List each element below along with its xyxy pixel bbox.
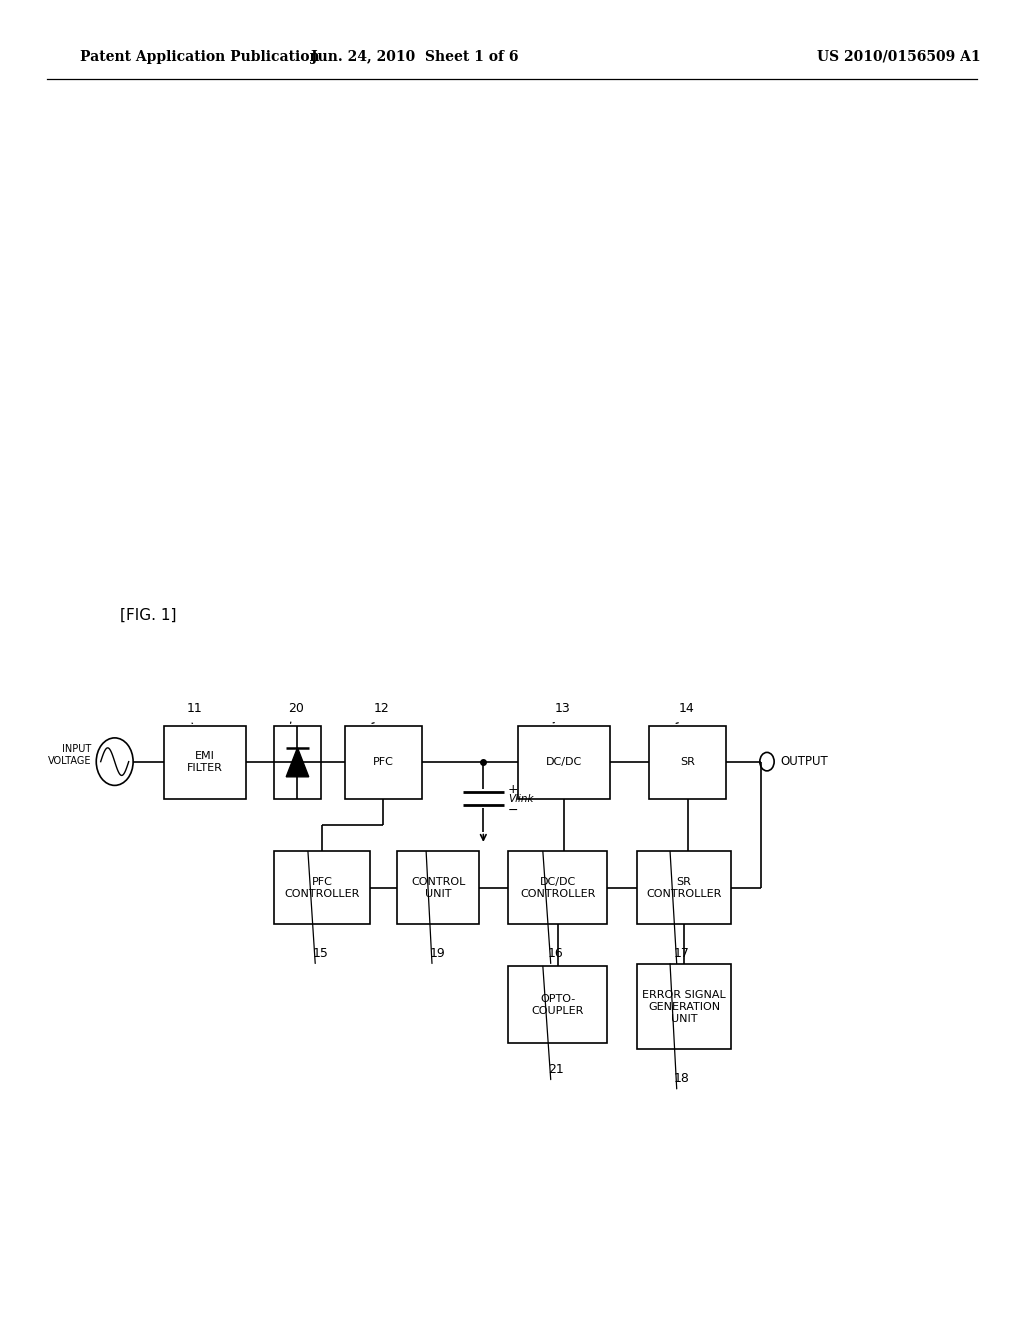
Text: DC/DC: DC/DC xyxy=(546,758,583,767)
FancyBboxPatch shape xyxy=(518,726,610,799)
FancyBboxPatch shape xyxy=(397,851,479,924)
Text: CONTROL
UNIT: CONTROL UNIT xyxy=(411,876,466,899)
Text: 14: 14 xyxy=(678,702,694,715)
FancyBboxPatch shape xyxy=(508,851,607,924)
FancyBboxPatch shape xyxy=(637,851,731,924)
Text: DC/DC
CONTROLLER: DC/DC CONTROLLER xyxy=(520,876,595,899)
Text: −: − xyxy=(508,804,518,817)
FancyBboxPatch shape xyxy=(274,726,321,799)
Text: SR
CONTROLLER: SR CONTROLLER xyxy=(646,876,722,899)
FancyBboxPatch shape xyxy=(637,964,731,1049)
Text: Vlink: Vlink xyxy=(508,793,534,804)
Text: 11: 11 xyxy=(186,702,203,715)
FancyBboxPatch shape xyxy=(649,726,726,799)
Text: PFC
CONTROLLER: PFC CONTROLLER xyxy=(285,876,359,899)
Text: OUTPUT: OUTPUT xyxy=(780,755,828,768)
Text: 19: 19 xyxy=(429,946,445,960)
Text: SR: SR xyxy=(680,758,695,767)
Text: 18: 18 xyxy=(674,1072,690,1085)
Text: 15: 15 xyxy=(312,946,329,960)
Polygon shape xyxy=(287,747,309,776)
FancyBboxPatch shape xyxy=(508,966,607,1043)
Text: 12: 12 xyxy=(374,702,390,715)
Text: US 2010/0156509 A1: US 2010/0156509 A1 xyxy=(817,50,981,63)
Text: EMI
FILTER: EMI FILTER xyxy=(186,751,223,774)
FancyBboxPatch shape xyxy=(164,726,246,799)
Text: INPUT
VOLTAGE: INPUT VOLTAGE xyxy=(48,744,91,766)
FancyBboxPatch shape xyxy=(274,851,370,924)
FancyBboxPatch shape xyxy=(345,726,422,799)
Text: 13: 13 xyxy=(554,702,570,715)
Text: Patent Application Publication: Patent Application Publication xyxy=(80,50,319,63)
Text: 21: 21 xyxy=(548,1063,564,1076)
Text: OPTO-
COUPLER: OPTO- COUPLER xyxy=(531,994,584,1015)
Text: [FIG. 1]: [FIG. 1] xyxy=(120,607,176,623)
Text: 17: 17 xyxy=(674,946,690,960)
Text: +: + xyxy=(508,783,518,796)
Text: ERROR SIGNAL
GENERATION
UNIT: ERROR SIGNAL GENERATION UNIT xyxy=(642,990,726,1023)
Text: 20: 20 xyxy=(288,702,304,715)
Text: PFC: PFC xyxy=(373,758,394,767)
Text: 16: 16 xyxy=(548,946,564,960)
Text: Jun. 24, 2010  Sheet 1 of 6: Jun. 24, 2010 Sheet 1 of 6 xyxy=(311,50,518,63)
